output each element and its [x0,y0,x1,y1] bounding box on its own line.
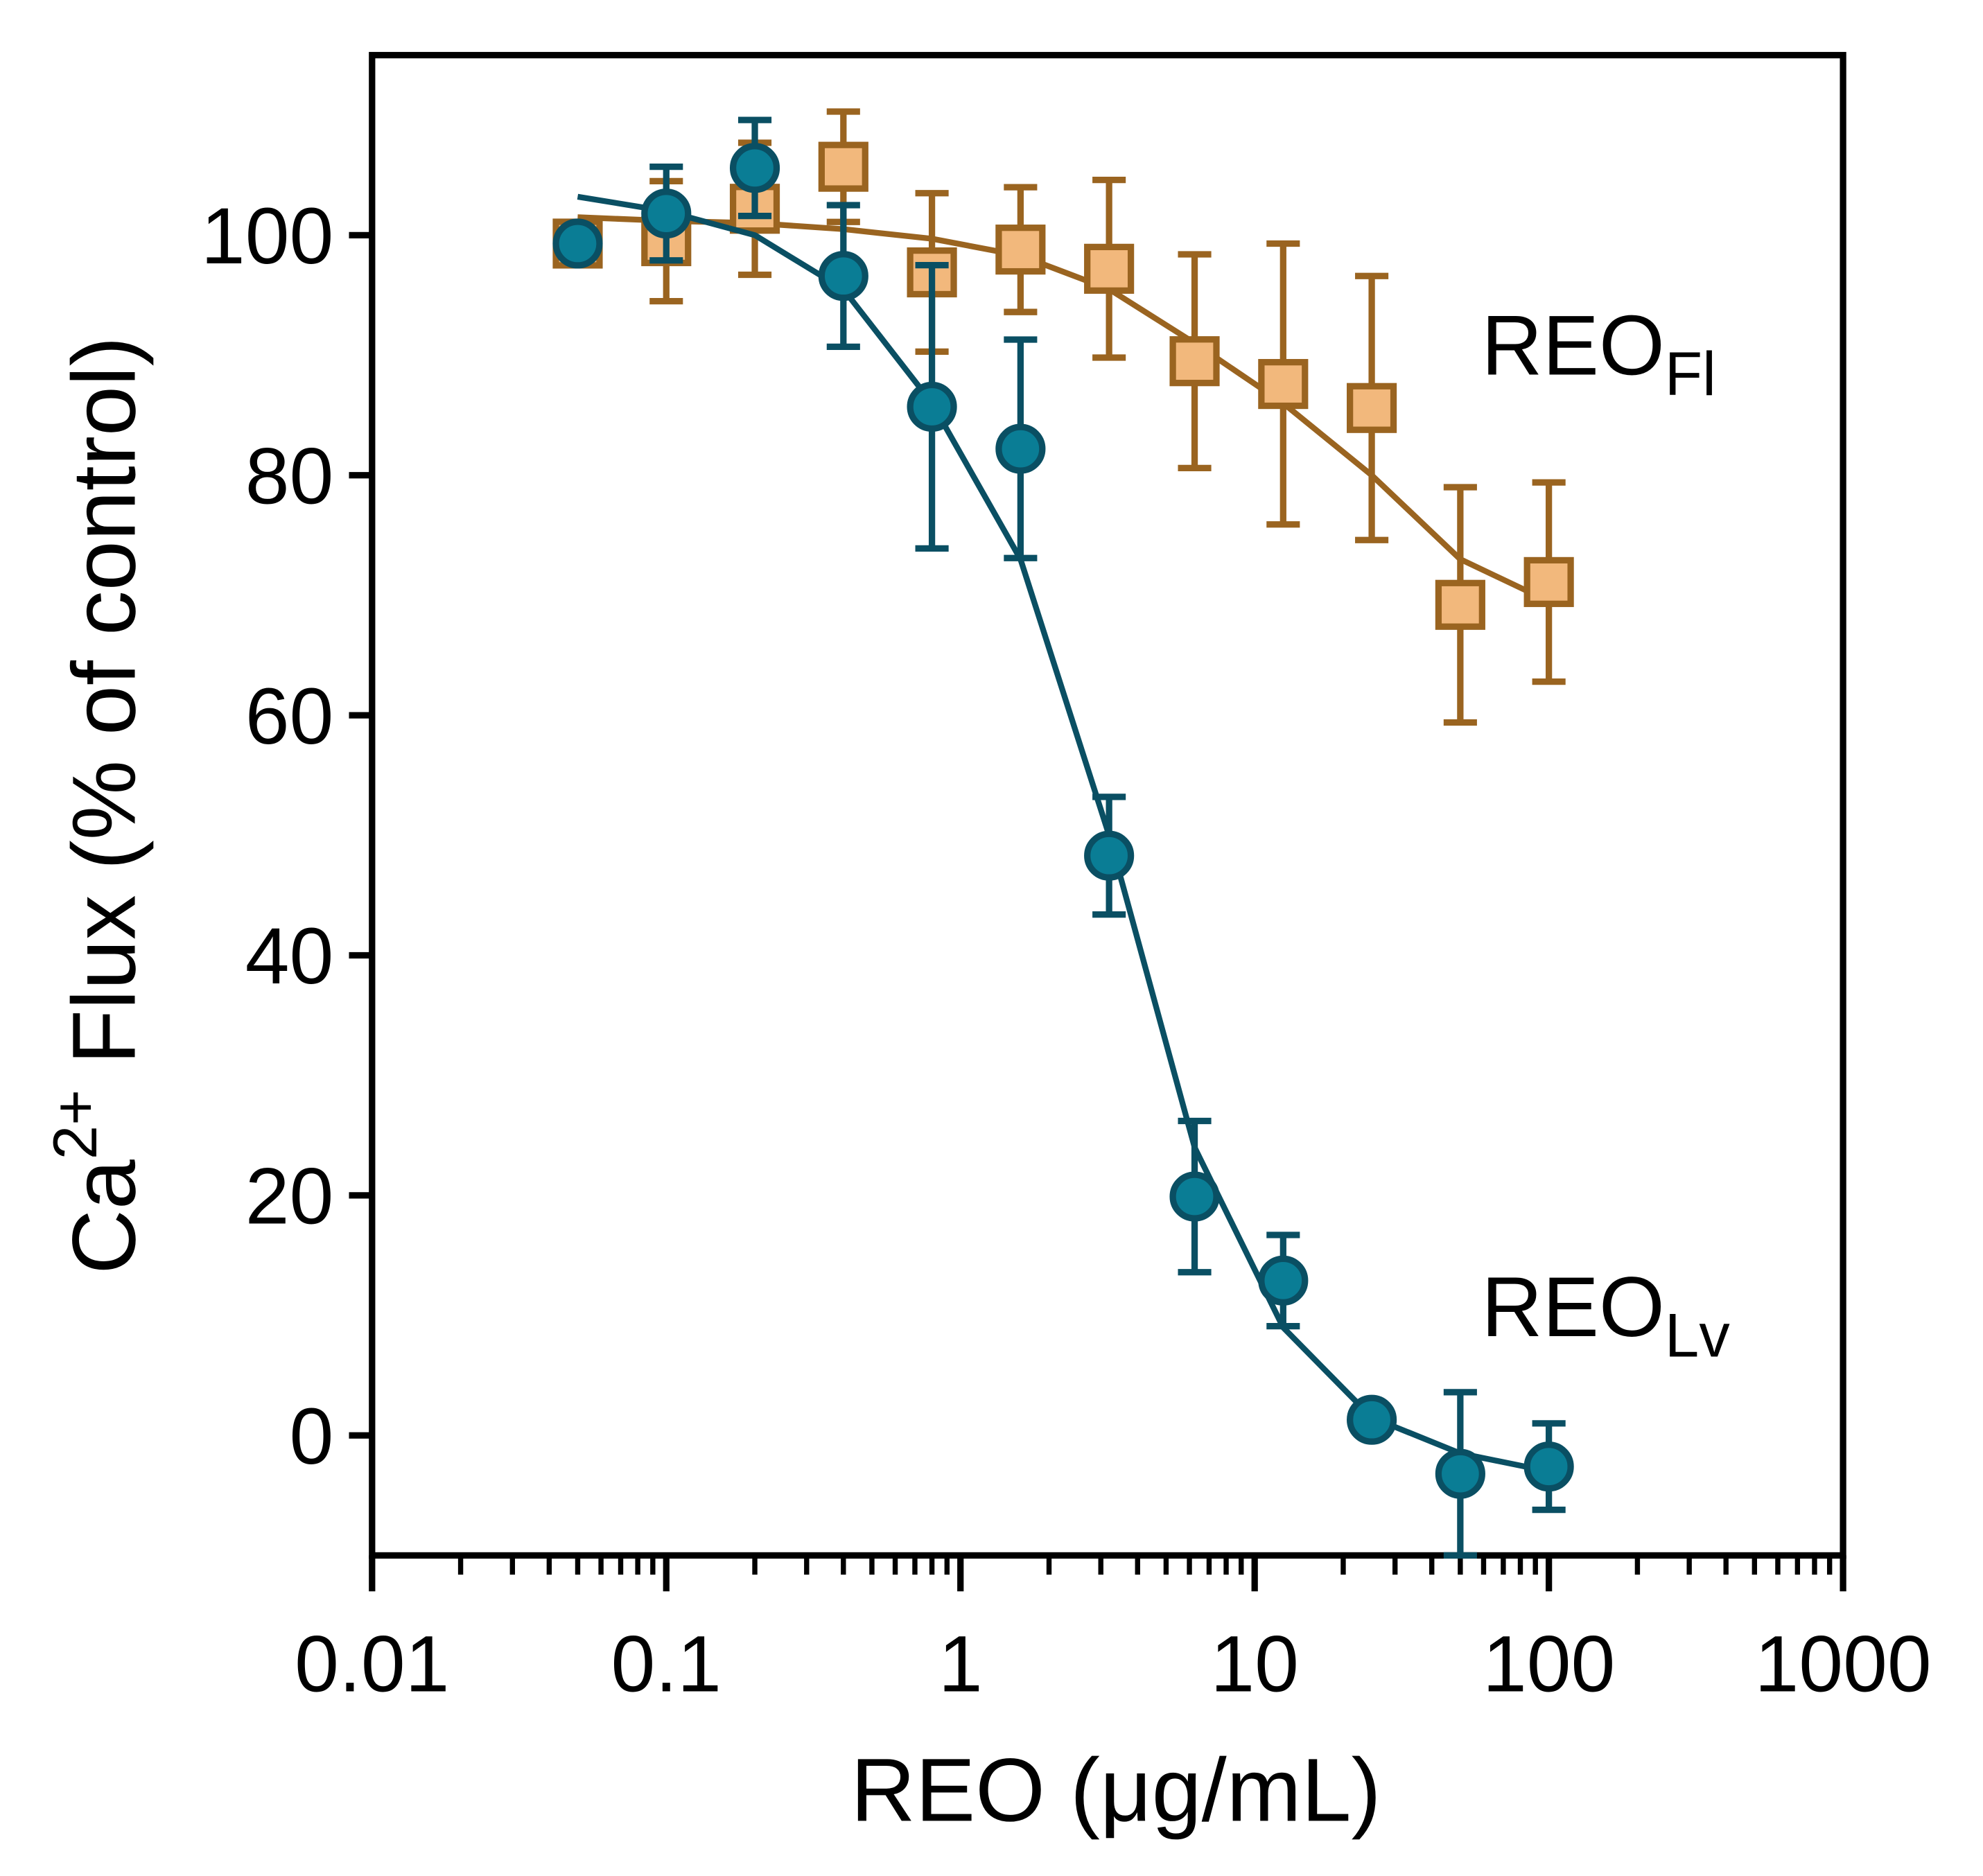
data-point [1169,1117,1220,1276]
marker [818,141,868,192]
series-label: REOFl [1481,297,1716,408]
marker [1523,1441,1574,1492]
series-label-main: REO [1481,1259,1665,1354]
marker [1084,830,1135,881]
data-point [818,202,868,351]
fit-curve [577,193,1550,1475]
data-point [1347,272,1397,543]
y-tick-label: 40 [245,912,334,1001]
series-label-sub: Lv [1665,1301,1730,1370]
data-point [907,262,957,552]
data-point [1084,177,1135,361]
marker [1084,243,1135,294]
x-axis-label: REO (μg/mL) [850,1740,1381,1840]
marker [995,423,1046,474]
x-tick-label: 1000 [1755,1620,1932,1709]
y-tick-label: 60 [245,672,334,761]
marker [641,189,692,239]
marker [1435,579,1485,630]
x-tick-label: 0.1 [611,1620,722,1709]
marker [1258,1255,1309,1306]
data-point [1084,794,1135,918]
marker [1347,383,1397,433]
data-point [729,116,780,220]
marker [729,143,780,193]
data-point [1258,1231,1309,1330]
marker [995,225,1046,275]
data-point [552,218,603,269]
data-point [641,164,692,264]
series-label: REOLv [1481,1259,1730,1370]
y-tick-label: 80 [245,432,334,520]
marker [818,251,868,301]
marker [1435,1448,1485,1499]
data-point [995,336,1046,561]
y-tick-label: 100 [201,192,333,281]
series-label-sub: Fl [1665,340,1716,408]
data-point [995,184,1046,315]
y-tick-label: 20 [245,1152,334,1241]
marker [1347,1394,1397,1445]
marker [1169,336,1220,387]
data-point [1347,1394,1397,1445]
x-tick-label: 10 [1210,1620,1299,1709]
fit-curve [577,214,1550,604]
marker [1169,1171,1220,1222]
y-label-rest: Flux (% of control) [54,336,154,1089]
data-point [1169,251,1220,471]
y-label-main: Ca [54,1159,154,1274]
y-label-sup: 2+ [41,1089,110,1159]
marker [1258,359,1309,410]
data-point [1258,240,1309,528]
data-point [1523,1420,1574,1514]
plot-frame [369,51,1846,1559]
y-tick-label: 0 [289,1392,333,1481]
x-tick-label: 1 [938,1620,983,1709]
data-point [1435,484,1485,726]
data-point [1523,479,1574,685]
x-tick-label: 0.01 [295,1620,449,1709]
x-tick-label: 100 [1483,1620,1615,1709]
series-label-main: REO [1481,297,1665,392]
marker [1523,556,1574,607]
data-point [1435,1389,1485,1559]
data-point [818,108,868,225]
marker [907,381,957,432]
y-axis-label: Ca2+ Flux (% of control) [41,336,155,1274]
marker [552,218,603,269]
